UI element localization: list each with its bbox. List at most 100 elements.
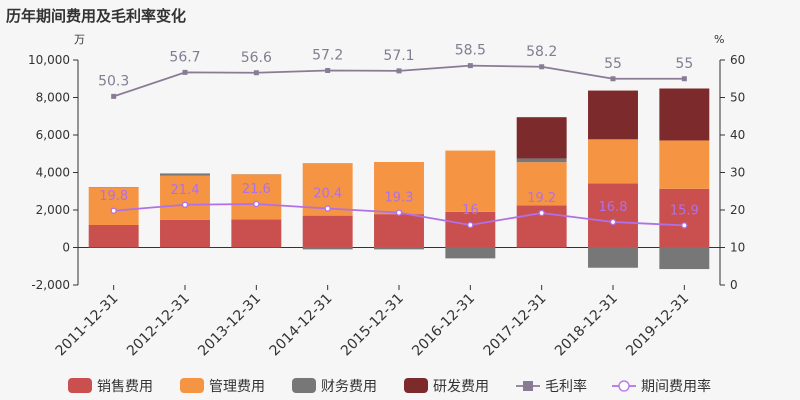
legend-label: 财务费用 [321, 379, 377, 395]
data-label: 58.5 [455, 43, 486, 59]
line-point [681, 76, 687, 82]
left-tick-label: 6,000 [36, 128, 70, 142]
data-label: 19.8 [99, 189, 128, 204]
bar-segment [659, 140, 710, 189]
left-tick-label: 4,000 [36, 166, 70, 180]
data-label: 19.2 [527, 191, 556, 206]
right-tick-label: 50 [730, 91, 745, 105]
legend-label: 销售费用 [97, 379, 153, 395]
line-point [467, 63, 473, 69]
x-tick-label: 2014-12-31 [267, 291, 336, 360]
line-point [325, 68, 331, 73]
bar-segment [445, 211, 496, 248]
data-labels: 50.3 56.7 56.6 57.2 57.1 58.5 58.2 55 55 19.8 21.4… [98, 43, 699, 219]
bar-series [88, 88, 710, 270]
bar-segment [374, 247, 424, 250]
legend-swatch [68, 378, 92, 393]
x-tick-label: 2011-12-31 [53, 291, 122, 360]
legend-label: 期间费用率 [641, 378, 711, 395]
line-point [253, 200, 260, 208]
legend-marker [523, 381, 533, 391]
bar-segment [445, 247, 496, 259]
right-tick-label: 10 [730, 241, 745, 255]
data-label: 55 [604, 56, 622, 72]
left-tick-label: -2,000 [31, 278, 70, 292]
legend-swatch [404, 378, 428, 393]
data-label: 56.7 [169, 49, 200, 65]
line-point [181, 201, 189, 208]
bar-segment [588, 139, 638, 184]
bar-segment [659, 188, 710, 248]
bar-segment [588, 247, 638, 268]
line-series [110, 63, 688, 229]
line-point [395, 209, 403, 216]
data-label: 21.4 [171, 183, 200, 198]
bar-segment [588, 183, 638, 248]
left-tick-label: 8,000 [36, 91, 70, 105]
x-tick-label: 2012-12-31 [124, 291, 193, 360]
right-tick-label: 0 [730, 278, 738, 292]
line-point [253, 70, 259, 76]
line-point [610, 76, 616, 82]
line-point [396, 68, 402, 74]
bar-segment [516, 162, 567, 206]
left-tick-label: 2,000 [36, 203, 70, 217]
bar-segment [374, 214, 424, 248]
legend-swatch [292, 378, 316, 393]
x-tick-label: 2017-12-31 [481, 291, 550, 360]
right-tick-label: 60 [730, 53, 745, 67]
data-label: 55 [675, 56, 693, 72]
data-label: 19.3 [385, 191, 414, 206]
bar-segment [445, 150, 496, 212]
left-tick-label: 10,000 [28, 53, 70, 67]
bar-segment [659, 247, 710, 270]
legend-swatch [180, 378, 204, 393]
legend-label: 研发费用 [433, 379, 489, 395]
x-tick-label: 2013-12-31 [195, 291, 264, 360]
bar-segment [88, 225, 139, 248]
bar-segment [231, 174, 282, 220]
data-label: 20.4 [313, 187, 342, 202]
data-label: 57.2 [312, 48, 343, 64]
x-tick-label: 2016-12-31 [409, 291, 478, 360]
x-tick-label: 2019-12-31 [623, 291, 692, 360]
data-label: 56.6 [241, 50, 272, 66]
bar-segment [231, 219, 282, 248]
bar-segment [302, 215, 353, 248]
legend-marker [618, 380, 630, 392]
line-point [110, 207, 117, 214]
line-point [324, 205, 331, 212]
right-tick-label: 20 [730, 203, 745, 217]
bar-segment [88, 187, 139, 225]
line-point [538, 209, 545, 217]
data-label: 57.1 [383, 48, 414, 64]
bar-segment [160, 219, 210, 248]
legend: 销售费用 管理费用 财务费用 研发费用 毛利率 期间费用率 [68, 378, 711, 395]
right-axis-unit: % [714, 33, 724, 46]
bar-segment [516, 117, 567, 159]
line-point [182, 69, 188, 75]
data-label: 16 [462, 203, 479, 218]
data-label: 21.6 [242, 182, 271, 197]
x-tick-label: 2015-12-31 [338, 291, 407, 360]
legend-label: 管理费用 [209, 379, 265, 395]
left-tick-label: 0 [62, 241, 70, 255]
right-tick-label: 40 [730, 128, 745, 142]
line-point [539, 64, 545, 70]
line-point [681, 222, 688, 229]
data-label: 16.8 [599, 200, 628, 215]
bar-segment [659, 88, 710, 141]
chart-title: 历年期间费用及毛利率变化 [6, 7, 186, 25]
left-axis-unit: 万 [74, 33, 85, 46]
legend-label: 毛利率 [545, 378, 587, 395]
data-label: 50.3 [98, 73, 129, 89]
bar-segment [374, 162, 424, 215]
right-tick-label: 30 [730, 166, 745, 180]
data-label: 58.2 [526, 44, 557, 60]
line-point [111, 93, 117, 99]
bar-segment [516, 158, 567, 163]
bar-segment [588, 90, 638, 140]
bar-segment [160, 175, 210, 220]
